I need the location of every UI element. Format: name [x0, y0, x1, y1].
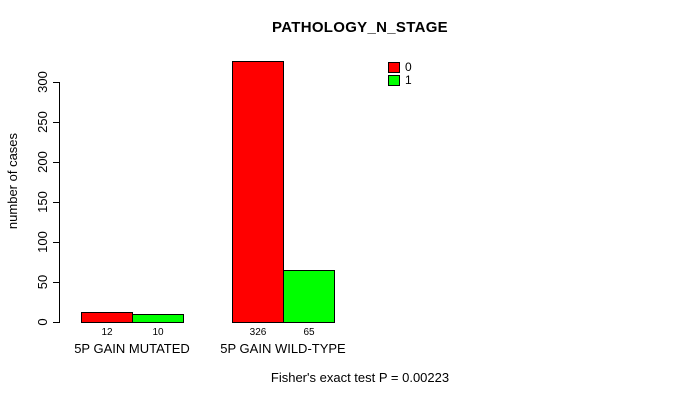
chart-title: PATHOLOGY_N_STAGE	[272, 19, 448, 36]
bar-1-5p-gain-mutated	[132, 314, 184, 323]
y-tick-label: 100	[35, 231, 50, 253]
y-tick-label: 0	[35, 318, 50, 326]
y-axis-line	[59, 82, 60, 323]
y-tick-mark	[53, 242, 59, 243]
legend-swatch-1	[388, 75, 400, 86]
bar-value-label: 10	[152, 327, 164, 338]
legend-label: 1	[405, 73, 412, 87]
y-tick-label: 150	[35, 191, 50, 213]
legend-swatch-0	[388, 62, 400, 73]
category-label: 5P GAIN MUTATED	[74, 341, 190, 356]
fisher-test-annotation: Fisher's exact test P = 0.00223	[270, 370, 450, 385]
bar-value-label: 12	[101, 327, 113, 338]
legend-label: 0	[405, 60, 412, 74]
y-tick-label: 200	[35, 151, 50, 173]
y-tick-mark	[53, 282, 59, 283]
y-tick-mark	[53, 122, 59, 123]
y-tick-label: 50	[35, 274, 50, 290]
y-tick-mark	[53, 82, 59, 83]
y-axis-label: number of cases	[5, 132, 20, 230]
bar-1-5p-gain-wild-type	[283, 270, 335, 323]
category-label: 5P GAIN WILD-TYPE	[220, 341, 346, 356]
y-tick-label: 250	[35, 111, 50, 133]
bar-0-5p-gain-wild-type	[232, 61, 284, 323]
y-tick-mark	[53, 202, 59, 203]
bar-value-label: 65	[303, 327, 315, 338]
bar-0-5p-gain-mutated	[81, 312, 133, 323]
y-tick-mark	[53, 322, 59, 323]
y-tick-mark	[53, 162, 59, 163]
y-tick-label: 300	[35, 71, 50, 93]
bar-value-label: 326	[249, 327, 267, 338]
